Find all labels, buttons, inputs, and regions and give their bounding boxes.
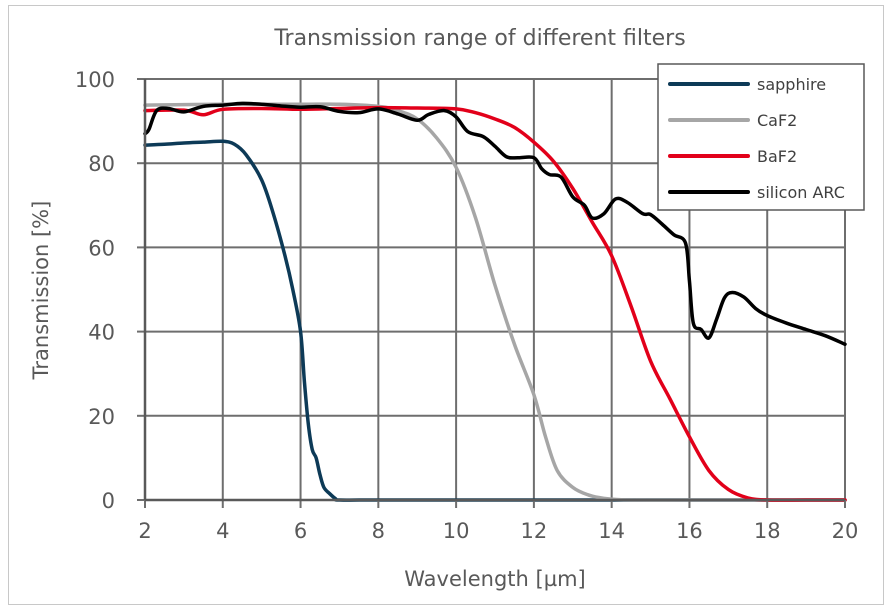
y-tick-label: 20 (88, 405, 115, 429)
legend-label-sapphire: sapphire (757, 75, 826, 94)
legend-box (657, 63, 865, 211)
series-line-baf2 (143, 105, 847, 502)
legend-label-caf2: CaF2 (757, 111, 797, 130)
x-tick-label: 18 (754, 519, 781, 543)
legend-label-silicon-arc: silicon ARC (757, 183, 845, 202)
x-tick-label: 2 (138, 519, 151, 543)
x-tick-label: 6 (294, 519, 307, 543)
x-tick-label: 10 (443, 519, 470, 543)
x-tick-label: 20 (832, 519, 859, 543)
y-tick-label: 80 (88, 152, 115, 176)
tick-labels: 2 4 6 8 10 12 14 16 18 20 0 20 40 60 80 100 (75, 68, 858, 543)
x-tick-label: 4 (216, 519, 229, 543)
x-tick-label: 8 (372, 519, 385, 543)
legend: sapphire CaF2 BaF2 silicon ARC (657, 63, 865, 211)
series-line-silicon-arc (143, 101, 847, 346)
y-tick-label: 0 (102, 489, 115, 513)
y-tick-label: 40 (88, 321, 115, 345)
x-axis-label: Wavelength [µm] (404, 567, 585, 591)
y-tick-label: 60 (88, 236, 115, 260)
x-tick-label: 14 (598, 519, 625, 543)
legend-label-baf2: BaF2 (757, 147, 797, 166)
chart-title: Transmission range of different filters (273, 26, 685, 51)
x-tick-label: 12 (521, 519, 548, 543)
x-tick-label: 16 (676, 519, 703, 543)
axes (137, 78, 846, 508)
y-tick-label: 100 (75, 68, 115, 92)
y-axis-label: Transmission [%] (29, 201, 53, 381)
